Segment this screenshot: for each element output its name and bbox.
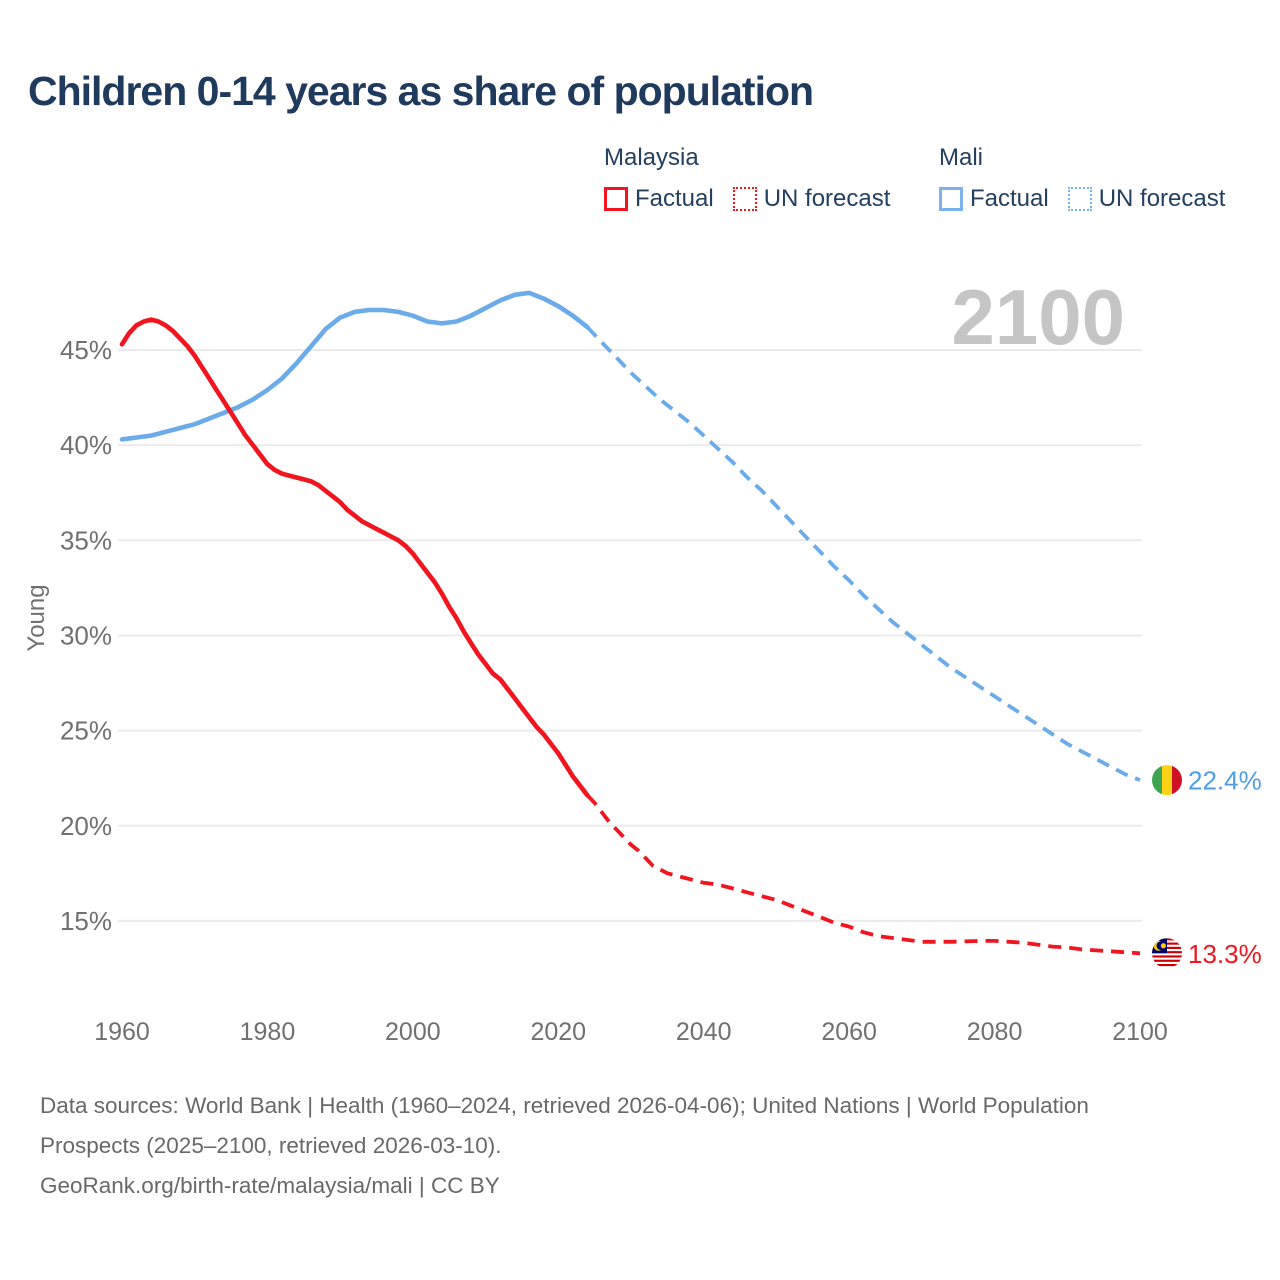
y-tick-label: 35% — [60, 525, 112, 555]
malaysia-flag-icon — [1152, 938, 1182, 969]
legend-swatch-malaysia-forecast[interactable] — [732, 187, 757, 211]
x-tick-label: 1980 — [240, 1018, 296, 1046]
end-value-label-malaysia: 13.3% — [1188, 939, 1262, 969]
x-tick-label: 2020 — [530, 1018, 586, 1046]
x-tick-label: 2100 — [1112, 1018, 1168, 1046]
series-mali-factual — [119, 290, 590, 442]
y-tick-label: 30% — [60, 620, 112, 650]
y-axis-title: Young — [23, 584, 50, 651]
legend-group-mali: Mali Factual UN forecast — [939, 144, 1225, 213]
series-malaysia-factual — [119, 317, 590, 798]
legend-label-malaysia-factual: Factual — [635, 185, 714, 212]
y-tick-label: 45% — [60, 335, 112, 365]
watermark-year: 2100 — [951, 273, 1125, 361]
page-title: Children 0-14 years as share of populati… — [28, 68, 814, 114]
legend-group-malaysia: Malaysia Factual UN forecast — [604, 144, 890, 213]
legend-row-mali: Factual UN forecast — [939, 185, 1225, 213]
y-tick-label: 40% — [60, 430, 112, 460]
legend-swatch-mali-forecast[interactable] — [1067, 187, 1092, 211]
legend-label-mali-factual: Factual — [970, 185, 1049, 212]
legend-label-mali-forecast: UN forecast — [1098, 185, 1226, 212]
end-value-label-mali: 22.4% — [1188, 766, 1262, 796]
mali-flag-icon — [1152, 765, 1182, 796]
y-tick-label: 25% — [60, 716, 112, 746]
legend-row-malaysia: Factual UN forecast — [604, 185, 890, 213]
legend-country-malaysia: Malaysia — [604, 144, 699, 171]
legend-label-malaysia-forecast: UN forecast — [763, 185, 891, 212]
footer: Data sources: World Bank | Health (1960–… — [40, 1086, 1160, 1206]
x-tick-label: 2000 — [385, 1018, 441, 1046]
x-tick-label: 2040 — [676, 1018, 732, 1046]
data-sources-text: Data sources: World Bank | Health (1960–… — [40, 1093, 1089, 1158]
legend-swatch-mali-factual[interactable] — [939, 187, 963, 211]
series-malaysia-forecast — [586, 793, 1141, 956]
x-tick-label: 2060 — [821, 1018, 877, 1046]
legend-swatch-malaysia-factual[interactable] — [604, 187, 628, 211]
series-mali-forecast — [586, 325, 1141, 782]
y-tick-label: 15% — [60, 906, 112, 936]
legend-country-mali: Mali — [939, 144, 984, 171]
x-tick-label: 2080 — [967, 1018, 1023, 1046]
attribution-text: GeoRank.org/birth-rate/malaysia/mali | C… — [40, 1173, 500, 1198]
x-tick-label: 1960 — [94, 1018, 150, 1046]
y-tick-label: 20% — [60, 811, 112, 841]
